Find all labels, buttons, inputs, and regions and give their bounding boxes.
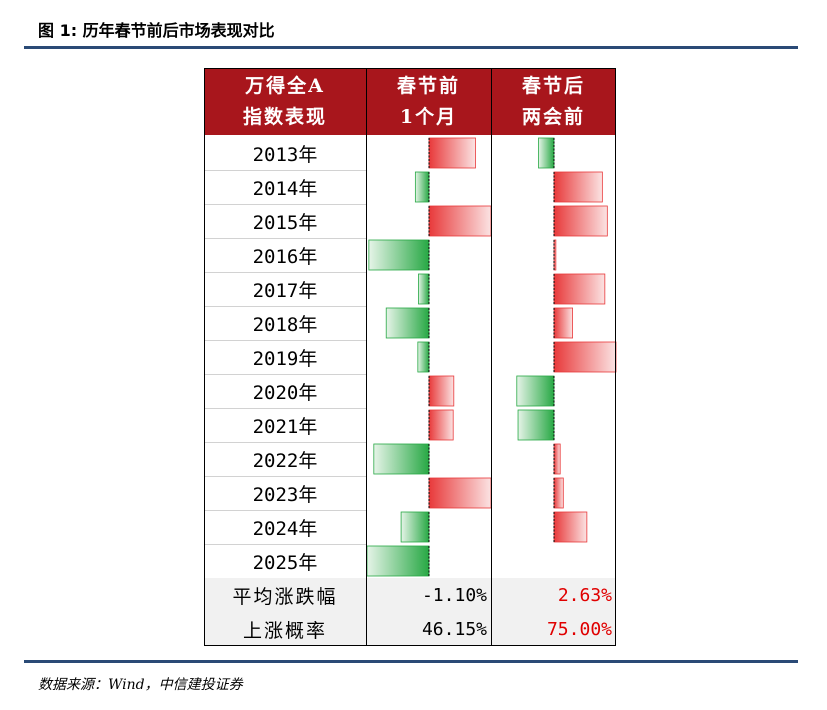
- header-pre-festival: 春节前 1个月: [396, 74, 460, 128]
- year-label: 2014年: [252, 177, 318, 200]
- bar-post-festival-2: [553, 205, 608, 237]
- row-divider: [204, 170, 366, 171]
- row-divider: [204, 476, 366, 477]
- row-divider: [204, 272, 366, 273]
- bar-pre-festival-0: [428, 137, 476, 169]
- table-border: [204, 68, 616, 646]
- performance-table: 万得全A 指数表现 春节前 1个月 春节后 两会前 2013年 2014年 2015…: [204, 68, 617, 646]
- year-label: 2025年: [252, 551, 318, 574]
- summary-row-probability: 上涨概率 46.15% 75.00%: [204, 612, 616, 646]
- bar-post-festival-6: [553, 341, 617, 373]
- summary-probability-pre: 46.15%: [421, 618, 487, 640]
- row-divider: [204, 238, 366, 239]
- year-label: 2024年: [252, 517, 318, 540]
- row-divider: [204, 204, 366, 205]
- summary-label-average: 平均涨跌幅: [232, 585, 338, 608]
- summary-average-pre: -1.10%: [421, 584, 487, 606]
- source-note: 数据来源：Wind，中信建投证券: [38, 677, 243, 693]
- row-divider: [204, 306, 366, 307]
- bar-pre-festival-3: [368, 239, 430, 271]
- row-divider: [204, 442, 366, 443]
- year-label: 2020年: [252, 381, 318, 404]
- year-label: 2019年: [252, 347, 318, 370]
- summary-row-average: 平均涨跌幅 -1.10% 2.63%: [204, 578, 616, 612]
- summary-average-post: 2.63%: [557, 584, 612, 606]
- bar-pre-festival-12: [366, 545, 430, 577]
- table-header: [204, 68, 616, 135]
- row-divider: [204, 544, 366, 545]
- year-label: 2015年: [252, 211, 318, 234]
- figure-title: 图 1: 历年春节前后市场表现对比: [38, 21, 275, 40]
- header-post-festival: 春节后 两会前: [521, 74, 585, 128]
- year-label: 2022年: [252, 449, 318, 472]
- row-divider: [204, 408, 366, 409]
- bar-pre-festival-11: [400, 511, 430, 543]
- summary-label-probability: 上涨概率: [242, 619, 327, 642]
- bar-post-festival-1: [553, 171, 603, 203]
- bar-post-festival-7: [516, 375, 555, 407]
- year-label: 2013年: [252, 143, 318, 166]
- row-divider: [204, 374, 366, 375]
- header-index: 万得全A 指数表现: [242, 74, 327, 128]
- bar-chart-area: [366, 137, 617, 577]
- row-divider: [204, 510, 366, 511]
- summary-probability-post: 75.00%: [546, 618, 612, 640]
- year-label: 2021年: [252, 415, 318, 438]
- bar-post-festival-4: [553, 273, 606, 305]
- year-label: 2023年: [252, 483, 318, 506]
- year-label: 2018年: [252, 313, 318, 336]
- column-separator-1: [366, 68, 367, 646]
- year-label: 2017年: [252, 279, 318, 302]
- year-label: 2016年: [252, 245, 318, 268]
- bottom-rule: [24, 660, 798, 663]
- bar-pre-festival-2: [428, 205, 492, 237]
- row-divider: [204, 340, 366, 341]
- column-separator-2: [491, 68, 492, 646]
- top-rule: [24, 46, 798, 49]
